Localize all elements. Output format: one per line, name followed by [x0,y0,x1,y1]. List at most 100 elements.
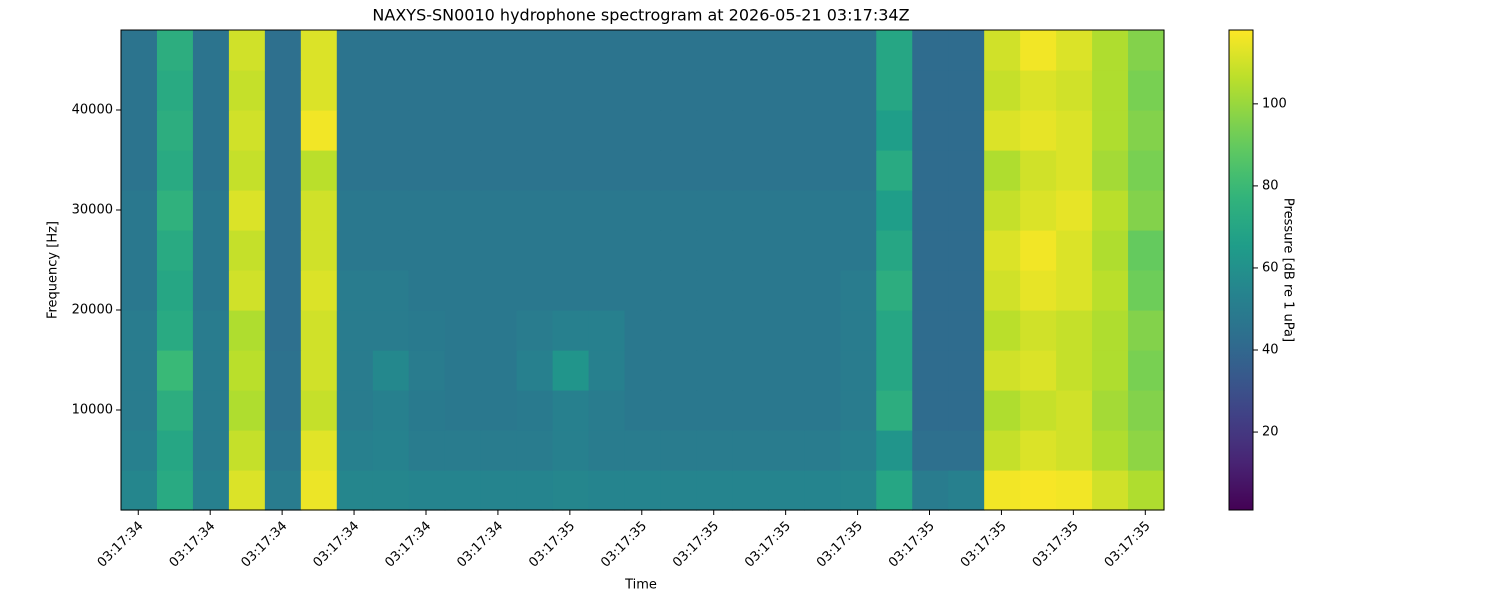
x-tick-label: 03:17:35 [670,519,722,571]
cell [156,390,194,431]
cell [480,390,518,431]
cell [732,310,769,351]
cell [588,470,626,511]
cell [840,430,877,471]
cell [588,70,626,111]
cell [1020,470,1057,511]
cell [372,150,410,191]
cell [552,270,590,311]
cell [192,70,230,111]
cell [876,470,913,511]
cell [372,470,410,511]
cell [1092,110,1129,151]
cell [336,390,374,431]
cell [300,230,338,271]
cell [336,430,374,471]
cell [408,150,446,191]
x-tick-label: 03:17:35 [958,519,1010,571]
cell [840,310,877,351]
cell [121,310,158,351]
cell [516,430,554,471]
cell [552,30,590,71]
cell [408,30,446,71]
cell [552,390,590,431]
cell [408,310,446,351]
cell [912,230,949,271]
cell [768,110,805,151]
cell [1128,30,1165,71]
cell [984,70,1021,111]
cell [1020,390,1057,431]
cell [732,30,769,71]
cell [588,310,626,351]
cell [732,190,769,231]
cell [912,350,949,391]
cell [480,30,518,71]
cell [768,470,805,511]
cell [336,150,374,191]
cell [372,230,410,271]
cell [984,310,1021,351]
cell [336,190,374,231]
cell [156,350,194,391]
cell [192,470,230,511]
cell [300,430,338,471]
cell [660,310,698,351]
cell [948,30,985,71]
cell [876,110,913,151]
cell [228,30,266,71]
cell [696,70,734,111]
cell [1128,470,1165,511]
cell [372,310,410,351]
cell [228,470,266,511]
cell [624,190,662,231]
cell [732,110,769,151]
cell [588,270,626,311]
cell [1092,150,1129,191]
cell [336,70,374,111]
cell [912,390,949,431]
cell [372,430,410,471]
cell [372,390,410,431]
cell [1128,270,1165,311]
cell [372,110,410,151]
cell [660,30,698,71]
cell [480,150,518,191]
cell [516,350,554,391]
colorbar-tick-label: 20 [1262,425,1279,440]
cell [192,430,230,471]
cell [876,350,913,391]
cell [444,70,482,111]
cell [840,390,877,431]
cell [732,350,769,391]
cell [840,270,877,311]
cell [156,230,194,271]
cell [804,310,841,351]
cell [480,70,518,111]
cell [516,390,554,431]
y-tick-label: 40000 [72,103,113,118]
cell [408,430,446,471]
cell [696,110,734,151]
cell [696,390,734,431]
cell [480,230,518,271]
cell [984,30,1021,71]
cell [1056,150,1093,191]
cell [876,190,913,231]
cell [912,270,949,311]
heatmap [121,30,1165,511]
cell [660,270,698,311]
cell [121,190,158,231]
cell [912,110,949,151]
cell [1056,390,1093,431]
cell [804,230,841,271]
cell [300,150,338,191]
cell [1128,310,1165,351]
cell [264,230,302,271]
cell [264,110,302,151]
cell [660,430,698,471]
cell [444,190,482,231]
cell [444,270,482,311]
cell [732,230,769,271]
cell [300,470,338,511]
